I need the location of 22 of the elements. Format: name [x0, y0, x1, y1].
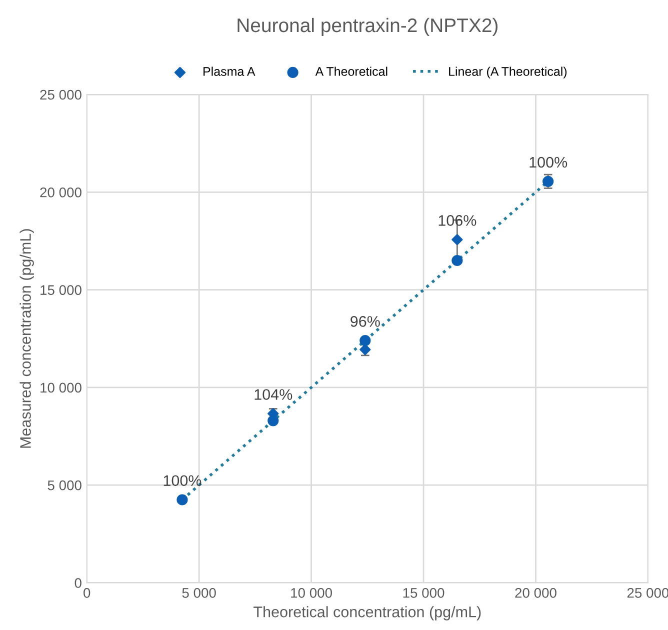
y-tick-label: 0: [74, 578, 82, 588]
x-tick-label: 5 000: [182, 588, 216, 598]
annotation: 106%: [438, 215, 476, 226]
y-tick-label: 10 000: [40, 382, 82, 393]
x-tick-label: 10 000: [291, 588, 332, 598]
annotation: 96%: [350, 316, 380, 327]
x-tick-label: 0: [84, 588, 90, 598]
annotation: 104%: [254, 389, 292, 400]
y-tick-label: 5 000: [48, 480, 82, 490]
chart-title: Neuronal pentraxin-2 (NPTX2): [238, 18, 498, 36]
y-tick-label: 25 000: [40, 90, 82, 100]
y-tick-label: 20 000: [40, 187, 82, 198]
x-axis-title: Theoretical concentration (pg/mL): [254, 606, 481, 620]
annotation: 100%: [164, 475, 202, 486]
x-tick-label: 15 000: [403, 588, 444, 598]
legend-label: Plasma A: [204, 66, 256, 76]
annotation: 100%: [530, 156, 568, 168]
y-tick-label: 15 000: [40, 285, 82, 295]
legend-label: A Theoretical: [315, 66, 388, 76]
x-tick-label: 20 000: [515, 588, 556, 598]
y-axis-title: Measured concentration (pg/mL): [20, 229, 34, 448]
legend-label: Linear (A Theoretical): [449, 66, 567, 78]
